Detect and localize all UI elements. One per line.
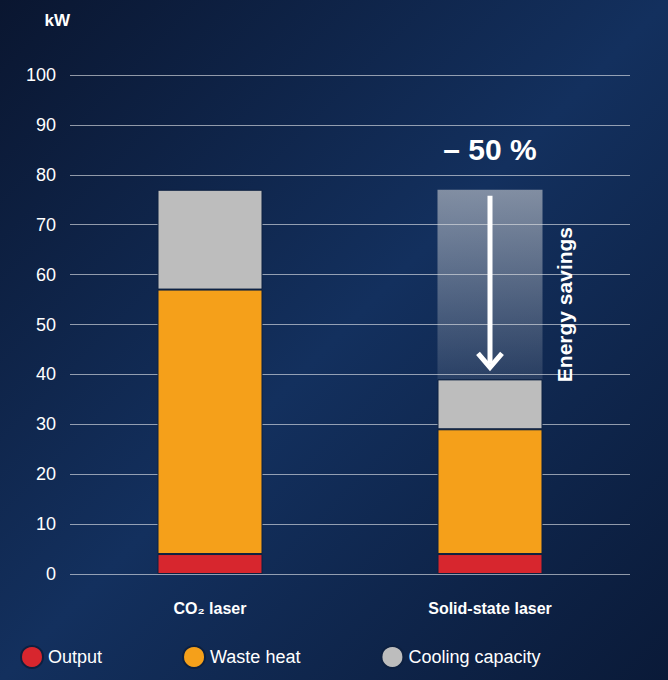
svg-text:30: 30 [36,414,56,434]
svg-text:Solid-state laser: Solid-state laser [428,600,552,617]
svg-text:20: 20 [36,464,56,484]
svg-text:100: 100 [26,65,56,85]
svg-text:60: 60 [36,265,56,285]
svg-text:10: 10 [36,514,56,534]
svg-text:Output: Output [48,647,102,667]
svg-text:80: 80 [36,165,56,185]
svg-text:kW: kW [45,11,71,30]
svg-text:90: 90 [36,115,56,135]
svg-text:70: 70 [36,215,56,235]
svg-text:Waste heat: Waste heat [210,647,300,667]
svg-text:50: 50 [36,315,56,335]
svg-text:Energy savings: Energy savings [553,227,576,382]
svg-text:CO₂ laser: CO₂ laser [174,600,247,617]
svg-text:0: 0 [46,564,56,584]
svg-text:Cooling capacity: Cooling capacity [408,647,540,667]
svg-text:40: 40 [36,364,56,384]
svg-text:– 50 %: – 50 % [443,133,536,166]
